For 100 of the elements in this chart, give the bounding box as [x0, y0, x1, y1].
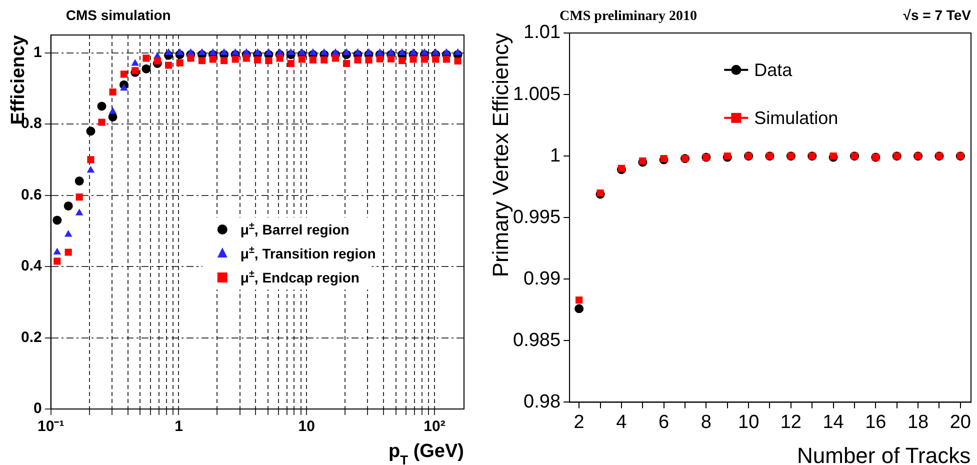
y-tick-label: 0.6: [20, 186, 42, 204]
point: [75, 208, 84, 216]
point: [388, 55, 395, 62]
x-tick-label: 18: [907, 412, 929, 433]
point: [64, 201, 73, 210]
point: [298, 48, 306, 56]
point: [64, 230, 72, 237]
y-tick-label: 0.995: [513, 206, 561, 228]
chart-title: CMS preliminary 2010: [560, 9, 697, 24]
y-tick-label: 0: [34, 400, 42, 418]
y-tick-label: 1.005: [513, 84, 561, 105]
point: [286, 48, 295, 56]
x-tick-label: 10⁻¹: [38, 418, 64, 436]
y-tick-label: 1.01: [524, 22, 561, 44]
point: [442, 56, 450, 63]
legend-label: μ±, Endcap region: [240, 268, 360, 286]
point: [376, 48, 384, 56]
point: [131, 58, 140, 66]
y-tick-label: 0.98: [524, 391, 561, 412]
point: [97, 102, 106, 111]
point: [64, 248, 72, 256]
point: [74, 176, 84, 186]
point: [354, 56, 362, 64]
text: √s = 7 TeV: [903, 7, 972, 23]
point: [154, 57, 161, 65]
point: [86, 166, 95, 173]
y-tick-label: 0.2: [20, 328, 42, 346]
point: [387, 48, 395, 56]
point: [432, 56, 440, 63]
point: [232, 56, 239, 63]
point: [454, 48, 462, 56]
point: [164, 62, 172, 69]
x-tick-label: 14: [822, 412, 844, 433]
point: [398, 57, 406, 64]
point: [442, 48, 450, 56]
x-tick-label: 1: [174, 418, 183, 436]
point: [231, 48, 240, 56]
point: [618, 164, 625, 172]
x-tick-label: 2: [574, 412, 584, 433]
x-tick-label: 20: [950, 412, 971, 433]
point: [142, 64, 151, 74]
point: [53, 248, 62, 255]
point: [332, 54, 339, 62]
point: [342, 60, 350, 68]
point: [98, 118, 106, 126]
point: [76, 194, 83, 201]
y-axis-title: Primary Vertex Efficiency: [488, 32, 513, 278]
point: [198, 48, 206, 56]
point: [242, 54, 250, 62]
point: [109, 88, 116, 96]
y-tick-label: 0.99: [524, 268, 561, 290]
point: [120, 70, 128, 78]
x-tick-label: 10²: [424, 418, 446, 436]
point: [164, 48, 172, 56]
point: [398, 48, 406, 56]
point: [176, 59, 184, 66]
point: [410, 56, 417, 63]
point: [354, 48, 362, 56]
x-tick-label: 6: [658, 412, 670, 433]
point: [176, 48, 184, 56]
x-tick-label: 10: [298, 418, 315, 436]
point: [298, 56, 306, 63]
x-tick-label: 16: [865, 412, 886, 433]
point: [376, 55, 384, 62]
point: [342, 48, 350, 56]
point: [309, 48, 317, 56]
x-tick-label: 4: [616, 412, 628, 433]
point: [254, 48, 262, 56]
point: [220, 57, 228, 64]
x-tick-label: 12: [780, 412, 802, 433]
x-axis-title: Number of Tracks: [797, 443, 971, 465]
point: [420, 56, 428, 63]
point: [309, 56, 316, 64]
point: [120, 84, 128, 91]
point: [142, 54, 150, 62]
legend-label: μ±, Transition region: [240, 244, 376, 262]
point: [265, 57, 272, 64]
point: [87, 156, 94, 164]
point: [264, 48, 273, 56]
point: [108, 107, 117, 114]
y-tick-label: 1: [550, 145, 561, 166]
point: [409, 48, 418, 56]
point: [420, 48, 428, 56]
x-tick-label: 8: [700, 412, 712, 433]
point: [187, 54, 194, 62]
point: [320, 56, 328, 64]
x-tick-label: 10: [738, 412, 760, 433]
point: [198, 57, 206, 64]
legend-label: Data: [754, 60, 794, 80]
point: [432, 48, 440, 56]
point: [454, 57, 462, 65]
legend-label: Simulation: [754, 108, 838, 128]
point: [220, 48, 228, 56]
point: [364, 48, 373, 56]
point: [365, 56, 372, 64]
point: [574, 304, 584, 314]
legend-label: μ±, Barrel region: [240, 220, 350, 238]
y-tick-label: 1: [34, 44, 42, 61]
point: [254, 56, 262, 64]
y-tick-label: 0.4: [20, 258, 42, 275]
